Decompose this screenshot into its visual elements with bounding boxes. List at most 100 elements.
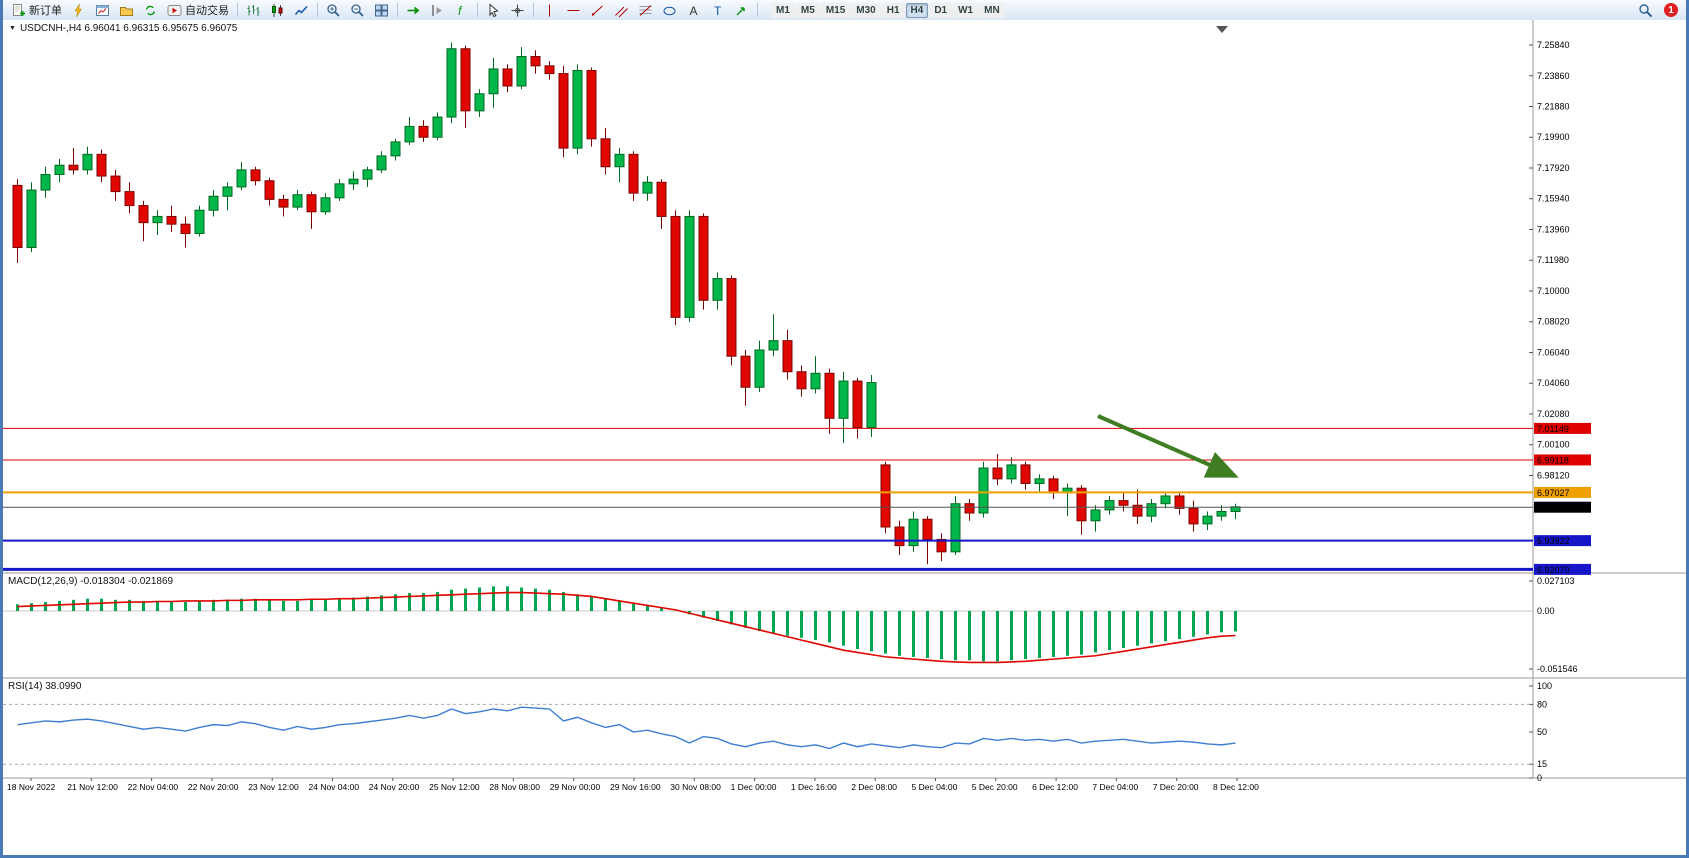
crosshair-button[interactable] [506, 2, 529, 19]
cursor-button[interactable] [482, 2, 505, 19]
svg-text:0: 0 [1537, 773, 1542, 783]
candle [1034, 474, 1045, 493]
candle [670, 210, 681, 326]
text-button[interactable]: A [682, 2, 705, 19]
candle [936, 533, 947, 562]
candle [642, 176, 653, 201]
candle [726, 275, 737, 366]
svg-text:7.23860: 7.23860 [1537, 71, 1570, 81]
trendline-button[interactable] [586, 2, 609, 19]
bolt-button[interactable] [67, 2, 90, 19]
refresh-icon [145, 5, 156, 15]
candle [124, 182, 135, 214]
line-chart-mode-button[interactable] [290, 2, 313, 19]
timeframe-d1[interactable]: D1 [929, 2, 953, 18]
candle [138, 200, 149, 242]
timeframe-m15[interactable]: M15 [820, 2, 851, 18]
channel-button[interactable] [610, 2, 633, 19]
chart-canvas[interactable]: 7.25840 7.23860 7.21880 7.19900 7.17920 7.159… [3, 20, 1689, 858]
toolbar-separator [237, 3, 238, 17]
timeframe-m5[interactable]: M5 [795, 2, 820, 18]
tile-windows-button[interactable] [370, 2, 393, 19]
zoom-out-button[interactable] [346, 2, 369, 19]
svg-text:0.027103: 0.027103 [1537, 576, 1575, 586]
bar-chart-mode-button[interactable] [242, 2, 265, 19]
svg-text:7.04060: 7.04060 [1537, 378, 1570, 388]
price-axis: 7.25840 7.23860 7.21880 7.19900 7.17920 7.159… [1529, 40, 1578, 783]
timeframe-h1[interactable]: H1 [881, 2, 905, 18]
chart-window-button[interactable] [91, 2, 114, 19]
shapes-button[interactable] [658, 2, 681, 19]
chart-shift-marker[interactable] [1216, 26, 1228, 33]
svg-text:24 Nov 04:00: 24 Nov 04:00 [309, 782, 360, 792]
horizontal-line-button[interactable] [562, 2, 585, 19]
timeframe-h4[interactable]: H4 [905, 2, 929, 18]
hline-icon [567, 9, 580, 11]
candle [1146, 499, 1157, 523]
shapes-icon [663, 6, 676, 15]
rsi-line [17, 706, 1236, 750]
svg-text:6 Dec 12:00: 6 Dec 12:00 [1032, 782, 1078, 792]
chart-shift-button[interactable] [426, 2, 449, 19]
candle [292, 190, 303, 211]
candle [1216, 505, 1227, 521]
candle [1048, 475, 1059, 500]
candle [614, 148, 625, 183]
svg-text:f: f [458, 4, 463, 18]
zoom-in-button[interactable] [322, 2, 345, 19]
candle [432, 112, 443, 141]
macd-label: MACD(12,26,9) -0.018304 -0.021869 [8, 576, 174, 587]
svg-text:2 Dec 08:00: 2 Dec 08:00 [851, 782, 897, 792]
text-label-button[interactable]: T [706, 2, 729, 19]
candle [824, 368, 835, 434]
svg-text:21 Nov 12:00: 21 Nov 12:00 [67, 782, 118, 792]
auto-scroll-button[interactable] [402, 2, 425, 19]
notification-badge[interactable]: 1 [1664, 3, 1678, 17]
candle [586, 67, 597, 147]
indicators-button[interactable]: f [450, 2, 473, 19]
toolbar-separator [757, 3, 758, 17]
fibonacci-button[interactable] [634, 2, 657, 19]
vertical-line-button[interactable] [538, 2, 561, 19]
price-level-label [1534, 563, 1591, 575]
chart-area[interactable]: 7.25840 7.23860 7.21880 7.19900 7.17920 7.159… [3, 20, 1686, 855]
profiles-button[interactable] [115, 2, 138, 19]
candle [1090, 505, 1101, 532]
auto-scroll-icon [407, 6, 420, 14]
candlestick-series [12, 42, 1241, 565]
timeframe-m1[interactable]: M1 [771, 2, 795, 18]
svg-text:7.17920: 7.17920 [1537, 163, 1570, 173]
candle [838, 371, 849, 444]
timeframe-w1[interactable]: W1 [953, 2, 979, 18]
candle [404, 117, 415, 146]
timeframe-mn[interactable]: MN [979, 2, 1005, 18]
candle [1188, 500, 1199, 532]
candle [222, 182, 233, 211]
refresh-button[interactable] [139, 2, 162, 19]
line-chart-icon [294, 5, 308, 15]
candlestick-mode-button[interactable] [266, 2, 289, 19]
timeframe-m30[interactable]: M30 [851, 2, 881, 18]
auto-trading-button[interactable]: 自动交易 [163, 2, 233, 19]
svg-text:7.08020: 7.08020 [1537, 317, 1570, 327]
chart-dropdown-icon[interactable]: ▼ [9, 25, 16, 32]
chart-shift-icon [432, 4, 442, 16]
search-button[interactable] [1634, 1, 1657, 20]
candle [740, 349, 751, 406]
candle [628, 151, 639, 201]
svg-text:80: 80 [1537, 699, 1547, 709]
rsi-label: RSI(14) 38.0990 [8, 681, 82, 692]
toolbar-separator [533, 3, 534, 17]
candle [964, 499, 975, 521]
candle [544, 61, 555, 80]
cursor-icon [489, 2, 499, 17]
candle [572, 64, 583, 155]
crosshair-icon [511, 4, 524, 16]
auto-trading-icon [167, 4, 182, 16]
new-order-button[interactable]: 新订单 [7, 2, 66, 19]
arrows-button[interactable] [730, 2, 753, 19]
svg-text:50: 50 [1537, 727, 1547, 737]
trend-arrow-object[interactable] [1097, 414, 1239, 478]
svg-text:7 Dec 04:00: 7 Dec 04:00 [1092, 782, 1138, 792]
